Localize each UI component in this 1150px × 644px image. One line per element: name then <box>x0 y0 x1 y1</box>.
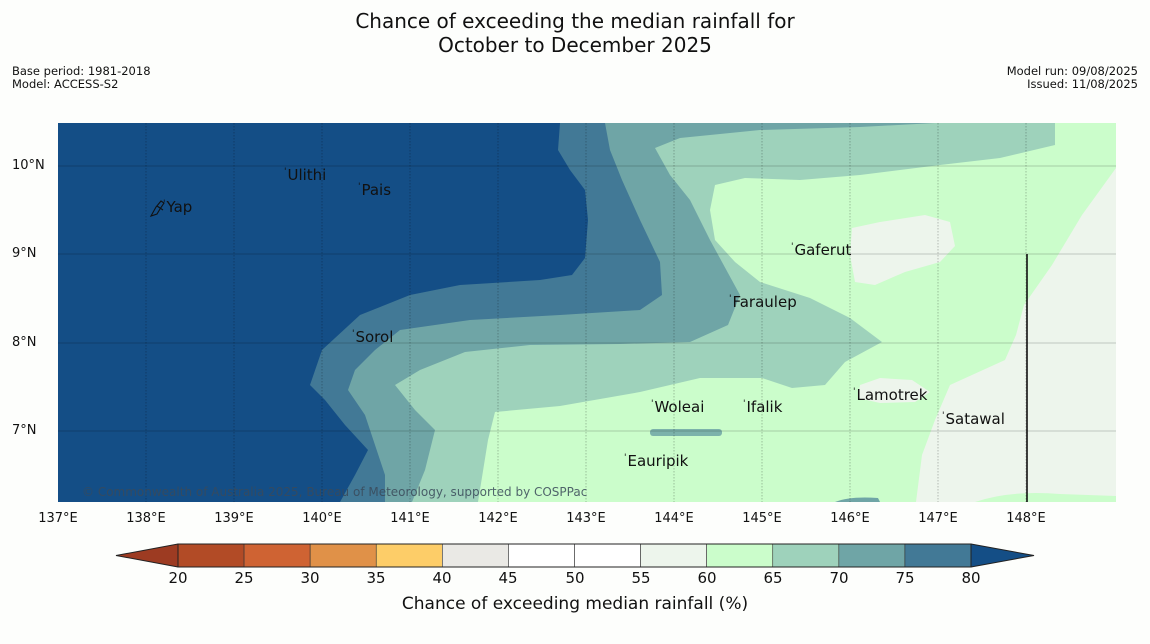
lon-label-146: 146°E <box>830 511 870 526</box>
colorbar-arrow-high <box>971 544 1034 567</box>
colorbar-segments <box>116 543 1034 568</box>
lon-label-141: 141°E <box>390 511 430 526</box>
lon-label-144: 144°E <box>654 511 694 526</box>
lat-label-9: 9°N <box>12 246 37 261</box>
colorbar-tick-55: 55 <box>631 569 651 587</box>
place-satawal: Satawal <box>942 410 1004 428</box>
issued-text: Issued: 11/08/2025 <box>1027 77 1138 91</box>
zone-55-60-patch <box>850 215 955 285</box>
place-yap: Yap <box>163 198 192 216</box>
colorbar-segment <box>706 543 774 568</box>
base-info: Base period: 1981-2018 Model: ACCESS-S2 <box>12 65 151 91</box>
bottom-edge-patch-right <box>975 493 1116 502</box>
colorbar-tick-40: 40 <box>432 569 452 587</box>
base-period-text: Base period: 1981-2018 <box>12 64 151 78</box>
lat-label-8: 8°N <box>12 335 37 350</box>
place-ulithi: Ulithi <box>284 166 326 184</box>
lon-label-147: 147°E <box>918 511 958 526</box>
colorbar-tick-65: 65 <box>763 569 783 587</box>
place-woleai: Woleai <box>651 398 704 416</box>
colorbar-tick-30: 30 <box>300 569 320 587</box>
colorbar-tick-25: 25 <box>234 569 254 587</box>
lon-label-148: 148°E <box>1006 511 1046 526</box>
colorbar-segment <box>375 543 443 568</box>
colorbar-segment <box>772 543 840 568</box>
lon-label-140: 140°E <box>302 511 342 526</box>
colorbar-tick-80: 80 <box>961 569 981 587</box>
colorbar-tick-45: 45 <box>498 569 518 587</box>
lon-label-145: 145°E <box>742 511 782 526</box>
colorbar-segment <box>243 543 311 568</box>
lon-label-143: 143°E <box>566 511 606 526</box>
colorbar-segment <box>508 543 575 568</box>
place-ifalik: Ifalik <box>743 398 782 416</box>
colorbar-tick-50: 50 <box>565 569 585 587</box>
copyright-text: © Commonwealth of Australia 2025, Bureau… <box>82 485 588 499</box>
lon-label-139: 139°E <box>214 511 254 526</box>
colorbar-tick-60: 60 <box>697 569 717 587</box>
colorbar-left-arrow-outline <box>115 543 179 568</box>
place-pais: Pais <box>358 181 391 199</box>
colorbar-tick-70: 70 <box>829 569 849 587</box>
colorbar-right-arrow-outline <box>970 543 1035 568</box>
title-line-2: October to December 2025 <box>438 33 712 57</box>
colorbar-segment <box>442 543 509 568</box>
colorbar-segment <box>574 543 641 568</box>
bottom-edge-patch <box>835 497 880 502</box>
lat-label-10: 10°N <box>12 158 45 173</box>
colorbar-segment <box>640 543 707 568</box>
title-line-1: Chance of exceeding the median rainfall … <box>355 9 795 33</box>
colorbar-segment <box>904 543 972 568</box>
place-gaferut: Gaferut <box>791 241 851 259</box>
lon-label-142: 142°E <box>478 511 518 526</box>
lon-label-138: 138°E <box>126 511 166 526</box>
lon-label-137: 137°E <box>38 511 78 526</box>
colorbar-label: Chance of exceeding median rainfall (%) <box>401 594 749 614</box>
woleai-strip <box>650 429 722 436</box>
colorbar-segment <box>838 543 906 568</box>
place-eauripik: Eauripik <box>624 452 688 470</box>
map-title: Chance of exceeding the median rainfall … <box>0 9 1150 57</box>
colorbar-frame <box>177 543 972 568</box>
graticule-longitude <box>145 123 1027 502</box>
model-text: Model: ACCESS-S2 <box>12 77 119 91</box>
colorbar-tick-75: 75 <box>895 569 915 587</box>
colorbar-arrow-low <box>116 544 178 567</box>
colorbar-tick-20: 20 <box>168 569 188 587</box>
place-lamotrek: Lamotrek <box>853 386 927 404</box>
colorbar-tick-35: 35 <box>366 569 386 587</box>
place-faraulep: Faraulep <box>729 293 796 311</box>
zone-above-80 <box>58 123 588 502</box>
colorbar-segment <box>177 543 245 568</box>
run-info: Model run: 09/08/2025 Issued: 11/08/2025 <box>1007 65 1138 91</box>
model-run-text: Model run: 09/08/2025 <box>1006 64 1138 78</box>
graticule-latitude <box>58 165 1116 432</box>
lat-label-7: 7°N <box>12 423 37 438</box>
place-sorol: Sorol <box>352 328 393 346</box>
colorbar-segment <box>309 543 377 568</box>
